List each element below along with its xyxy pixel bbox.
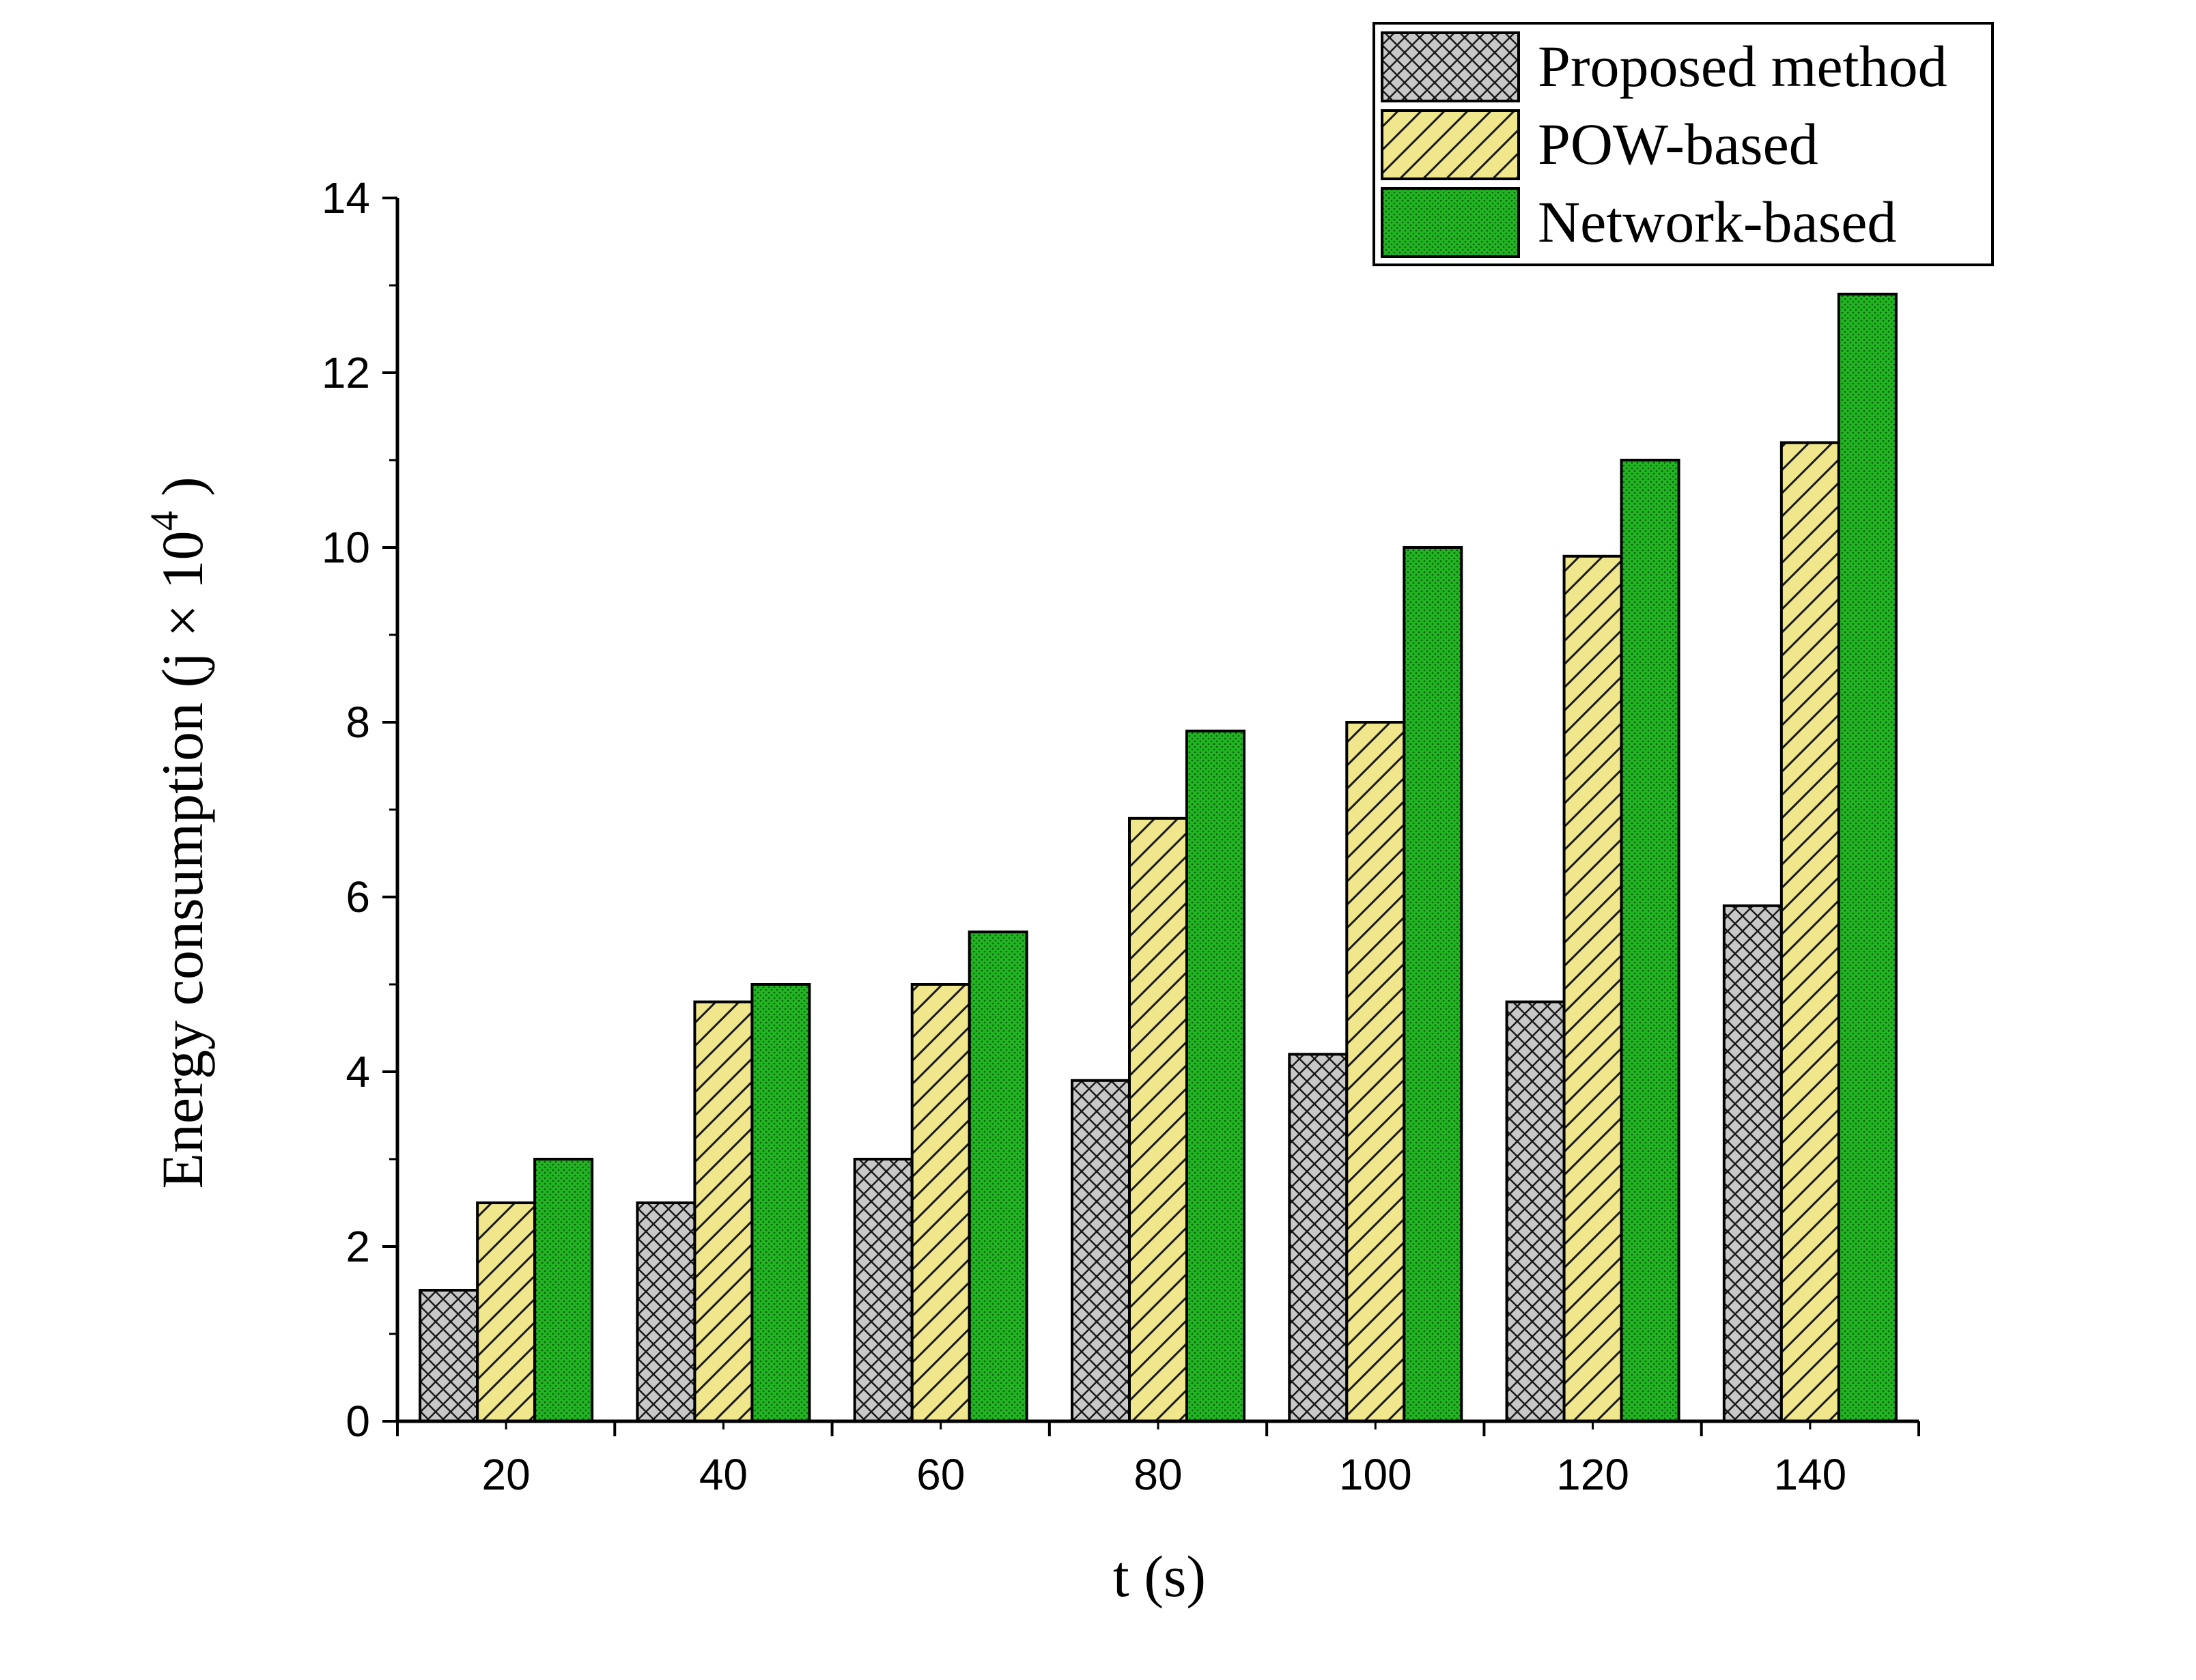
y-axis-title-main: Energy consumption (j × 10 [150,531,215,1189]
bars-layer [419,292,1898,1423]
y-tick-label: 0 [346,1397,370,1446]
y-tick-label: 2 [346,1222,370,1271]
legend: Proposed method POW-based Network-based [1372,22,1994,266]
x-tick-label: 120 [1556,1450,1629,1499]
bar-pow-based-100 [1345,721,1406,1423]
bar-pow-based-80 [1128,816,1188,1423]
bar-proposed-method-60 [853,1158,914,1423]
legend-label: Network-based [1538,189,1896,255]
x-ticks: 20 40 60 80 100 120 140 [396,1421,1920,1499]
y-tick-label: 12 [322,348,370,397]
x-tick-label: 60 [916,1450,965,1499]
bar-network-based-120 [1620,459,1680,1423]
legend-label: POW-based [1538,111,1818,177]
bar-proposed-method-140 [1722,904,1783,1423]
bar-network-based-140 [1837,292,1898,1423]
x-tick-label: 80 [1134,1450,1182,1499]
bar-pow-based-40 [693,1000,754,1423]
legend-swatch [1381,187,1520,258]
x-tick-label: 40 [699,1450,748,1499]
y-tick-label: 14 [322,173,370,223]
y-axis-title: Energy consumption (j × 104 ) [142,476,215,1188]
y-tick-label: 8 [346,698,370,747]
legend-label: Proposed method [1538,33,1947,99]
x-tick-label: 100 [1339,1450,1412,1499]
y-tick-label: 4 [346,1047,370,1096]
bar-proposed-method-20 [419,1289,479,1423]
bar-proposed-method-80 [1071,1079,1131,1423]
bar-proposed-method-100 [1288,1053,1349,1423]
bar-network-based-40 [750,983,811,1423]
bar-network-based-80 [1185,729,1245,1423]
legend-swatch [1381,109,1520,180]
x-tick-label: 140 [1773,1450,1846,1499]
bar-network-based-100 [1403,546,1463,1423]
y-tick-label: 10 [322,523,370,572]
bar-pow-based-140 [1779,441,1840,1423]
x-axis-title: t (s) [1113,1543,1206,1609]
bar-proposed-method-40 [636,1201,696,1423]
y-tick-label: 6 [346,872,370,922]
x-tick-label: 20 [482,1450,531,1499]
bar-proposed-method-120 [1505,1000,1566,1423]
y-ticks: 0 2 4 6 8 10 12 14 [322,173,397,1446]
y-axis-title-superscript: 4 [142,511,186,531]
legend-swatch [1381,31,1520,102]
bar-pow-based-60 [910,983,971,1423]
y-axis-title-suffix: ) [150,476,215,511]
bar-pow-based-120 [1562,554,1623,1423]
bar-network-based-60 [968,930,1028,1423]
bar-pow-based-20 [476,1201,537,1423]
bar-network-based-20 [533,1158,594,1423]
